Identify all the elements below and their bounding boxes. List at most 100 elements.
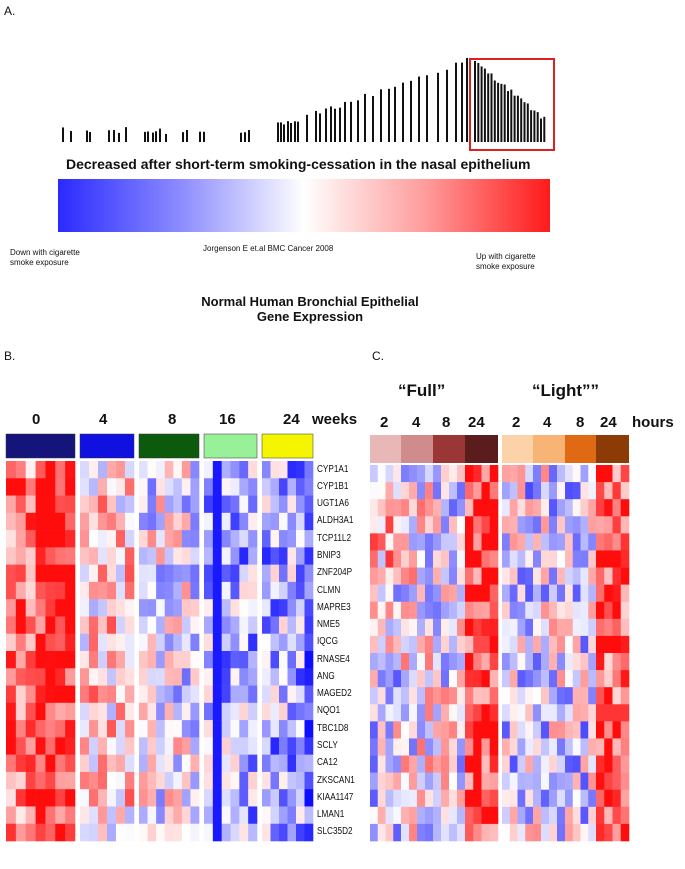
heatmap-c-cell	[588, 584, 597, 603]
heatmap-b-cell	[304, 651, 314, 669]
heatmap-c-cell	[401, 823, 410, 842]
heatmap-c-cell	[457, 823, 466, 842]
heatmap-c-cell	[393, 482, 402, 500]
enrichment-bar	[474, 60, 476, 142]
heatmap-c-cell	[525, 755, 534, 773]
heatmap-c-cell	[377, 499, 386, 517]
heatmap-b-cell	[139, 564, 148, 583]
heatmap-b-cell	[190, 668, 200, 686]
heatmap-b-cell	[230, 512, 240, 531]
heatmap-c-cell	[517, 772, 526, 791]
heatmap-c-cell	[417, 550, 426, 568]
heatmap-c-cell	[425, 516, 434, 534]
heatmap-b-cell	[45, 789, 56, 807]
heatmap-c-cell	[489, 670, 499, 688]
heatmap-c-cell	[409, 618, 418, 637]
enrichment-bar	[62, 127, 64, 142]
heatmap-c-cell	[557, 687, 566, 705]
heatmap-c-cell	[489, 482, 499, 500]
heatmap-c-cell	[433, 499, 442, 517]
heatmap-b-cell	[248, 823, 258, 842]
heatmap-c-cell	[385, 653, 394, 671]
heatmap-b-cell	[181, 702, 191, 721]
heatmap-c-cell	[557, 738, 566, 756]
heatmap-c-cell	[620, 789, 630, 808]
heatmap-b-cell	[35, 512, 46, 531]
heatmap-b-cell	[181, 668, 191, 686]
right-note: Up with cigarette smoke exposure	[476, 252, 536, 272]
heatmap-c-cell	[525, 499, 534, 517]
heatmap-c-cell	[541, 721, 550, 739]
heatmap-b-cell	[35, 461, 46, 479]
heatmap-c-cell	[457, 772, 466, 791]
heatmap-c-cell	[377, 738, 386, 756]
heatmap-b-cell	[296, 547, 305, 565]
heatmap-c-cell	[377, 789, 386, 808]
heatmap-c-cell	[481, 465, 491, 483]
heatmap-b-cell	[230, 564, 240, 583]
heatmap-c-cell	[549, 567, 558, 585]
heatmap-c-cell	[549, 635, 558, 654]
heatmap-c-cell	[425, 823, 434, 842]
enrichment-bar	[244, 132, 246, 142]
heatmap-c-cell	[604, 465, 613, 483]
heatmap-c-cell	[489, 653, 499, 671]
heatmap-c-cell	[401, 465, 410, 483]
heatmap-b-cell	[65, 754, 76, 773]
heatmap-b-cell	[156, 478, 166, 496]
heatmap-b-cell	[287, 564, 297, 583]
enrichment-bar	[287, 121, 289, 142]
heatmap-b-cell	[204, 599, 214, 617]
heatmap-c-cell	[417, 772, 426, 791]
heatmap-c-cell	[449, 550, 458, 568]
heatmap-c-cell	[565, 789, 574, 808]
heatmap-c-cell	[417, 533, 426, 551]
heatmap-b-cell	[221, 754, 231, 773]
heatmap-c-cell	[425, 635, 434, 654]
heatmap-c-cell	[489, 635, 499, 654]
heatmap-b-cell	[181, 720, 191, 738]
heatmap-c-cell	[393, 755, 402, 773]
heatmap-b-cell	[139, 720, 148, 738]
heatmap-c-cell	[572, 789, 581, 808]
heatmap-c-cell	[489, 789, 499, 808]
heatmap-c-cell	[441, 789, 450, 808]
heatmap-c-cell	[465, 601, 474, 620]
heatmap-c-cell	[441, 823, 450, 842]
heatmap-b-cell	[181, 530, 191, 548]
heatmap-b-cell	[230, 771, 240, 790]
heatmap-b-cell	[147, 495, 157, 514]
heatmap-b-cell	[45, 616, 56, 635]
heatmap-c-cell	[449, 482, 458, 500]
heatmap-c-cell	[509, 755, 518, 773]
heatmap-b-cell	[147, 547, 157, 565]
heatmap-b-cell	[212, 564, 222, 583]
heatmap-c-cell	[580, 789, 589, 808]
heatmap-b-cell	[6, 754, 17, 773]
heatmap-b-cell	[80, 702, 90, 721]
heatmap-c-cell	[557, 618, 566, 637]
heatmap-c-cell	[393, 721, 402, 739]
heatmap-c-cell	[401, 533, 410, 551]
heatmap-b-cell	[98, 564, 108, 583]
heatmap-b-cell	[287, 771, 297, 790]
enrichment-bar	[248, 130, 250, 142]
heatmap-c-cell	[509, 550, 518, 568]
heatmap-c-cell	[541, 823, 550, 842]
heatmap-c-cell	[604, 618, 613, 637]
heatmap-c-cell	[525, 823, 534, 842]
heatmap-b-cell	[279, 771, 288, 790]
heatmap-c-cell	[417, 721, 426, 739]
heatmap-b-cell	[45, 512, 56, 531]
heatmap-c-cell	[588, 670, 597, 688]
heatmap-c-cell	[588, 533, 597, 551]
heatmap-c-cell	[449, 738, 458, 756]
heatmap-c-cell	[409, 567, 418, 585]
heatmap-c-cell	[377, 482, 386, 500]
heatmap-c-cell	[572, 550, 581, 568]
heatmap-c-cell	[557, 806, 566, 825]
heatmap-b-cell	[230, 530, 240, 548]
heatmap-c-cell	[417, 670, 426, 688]
heatmap-b-cell	[147, 651, 157, 669]
heatmap-c-cell	[596, 533, 605, 551]
